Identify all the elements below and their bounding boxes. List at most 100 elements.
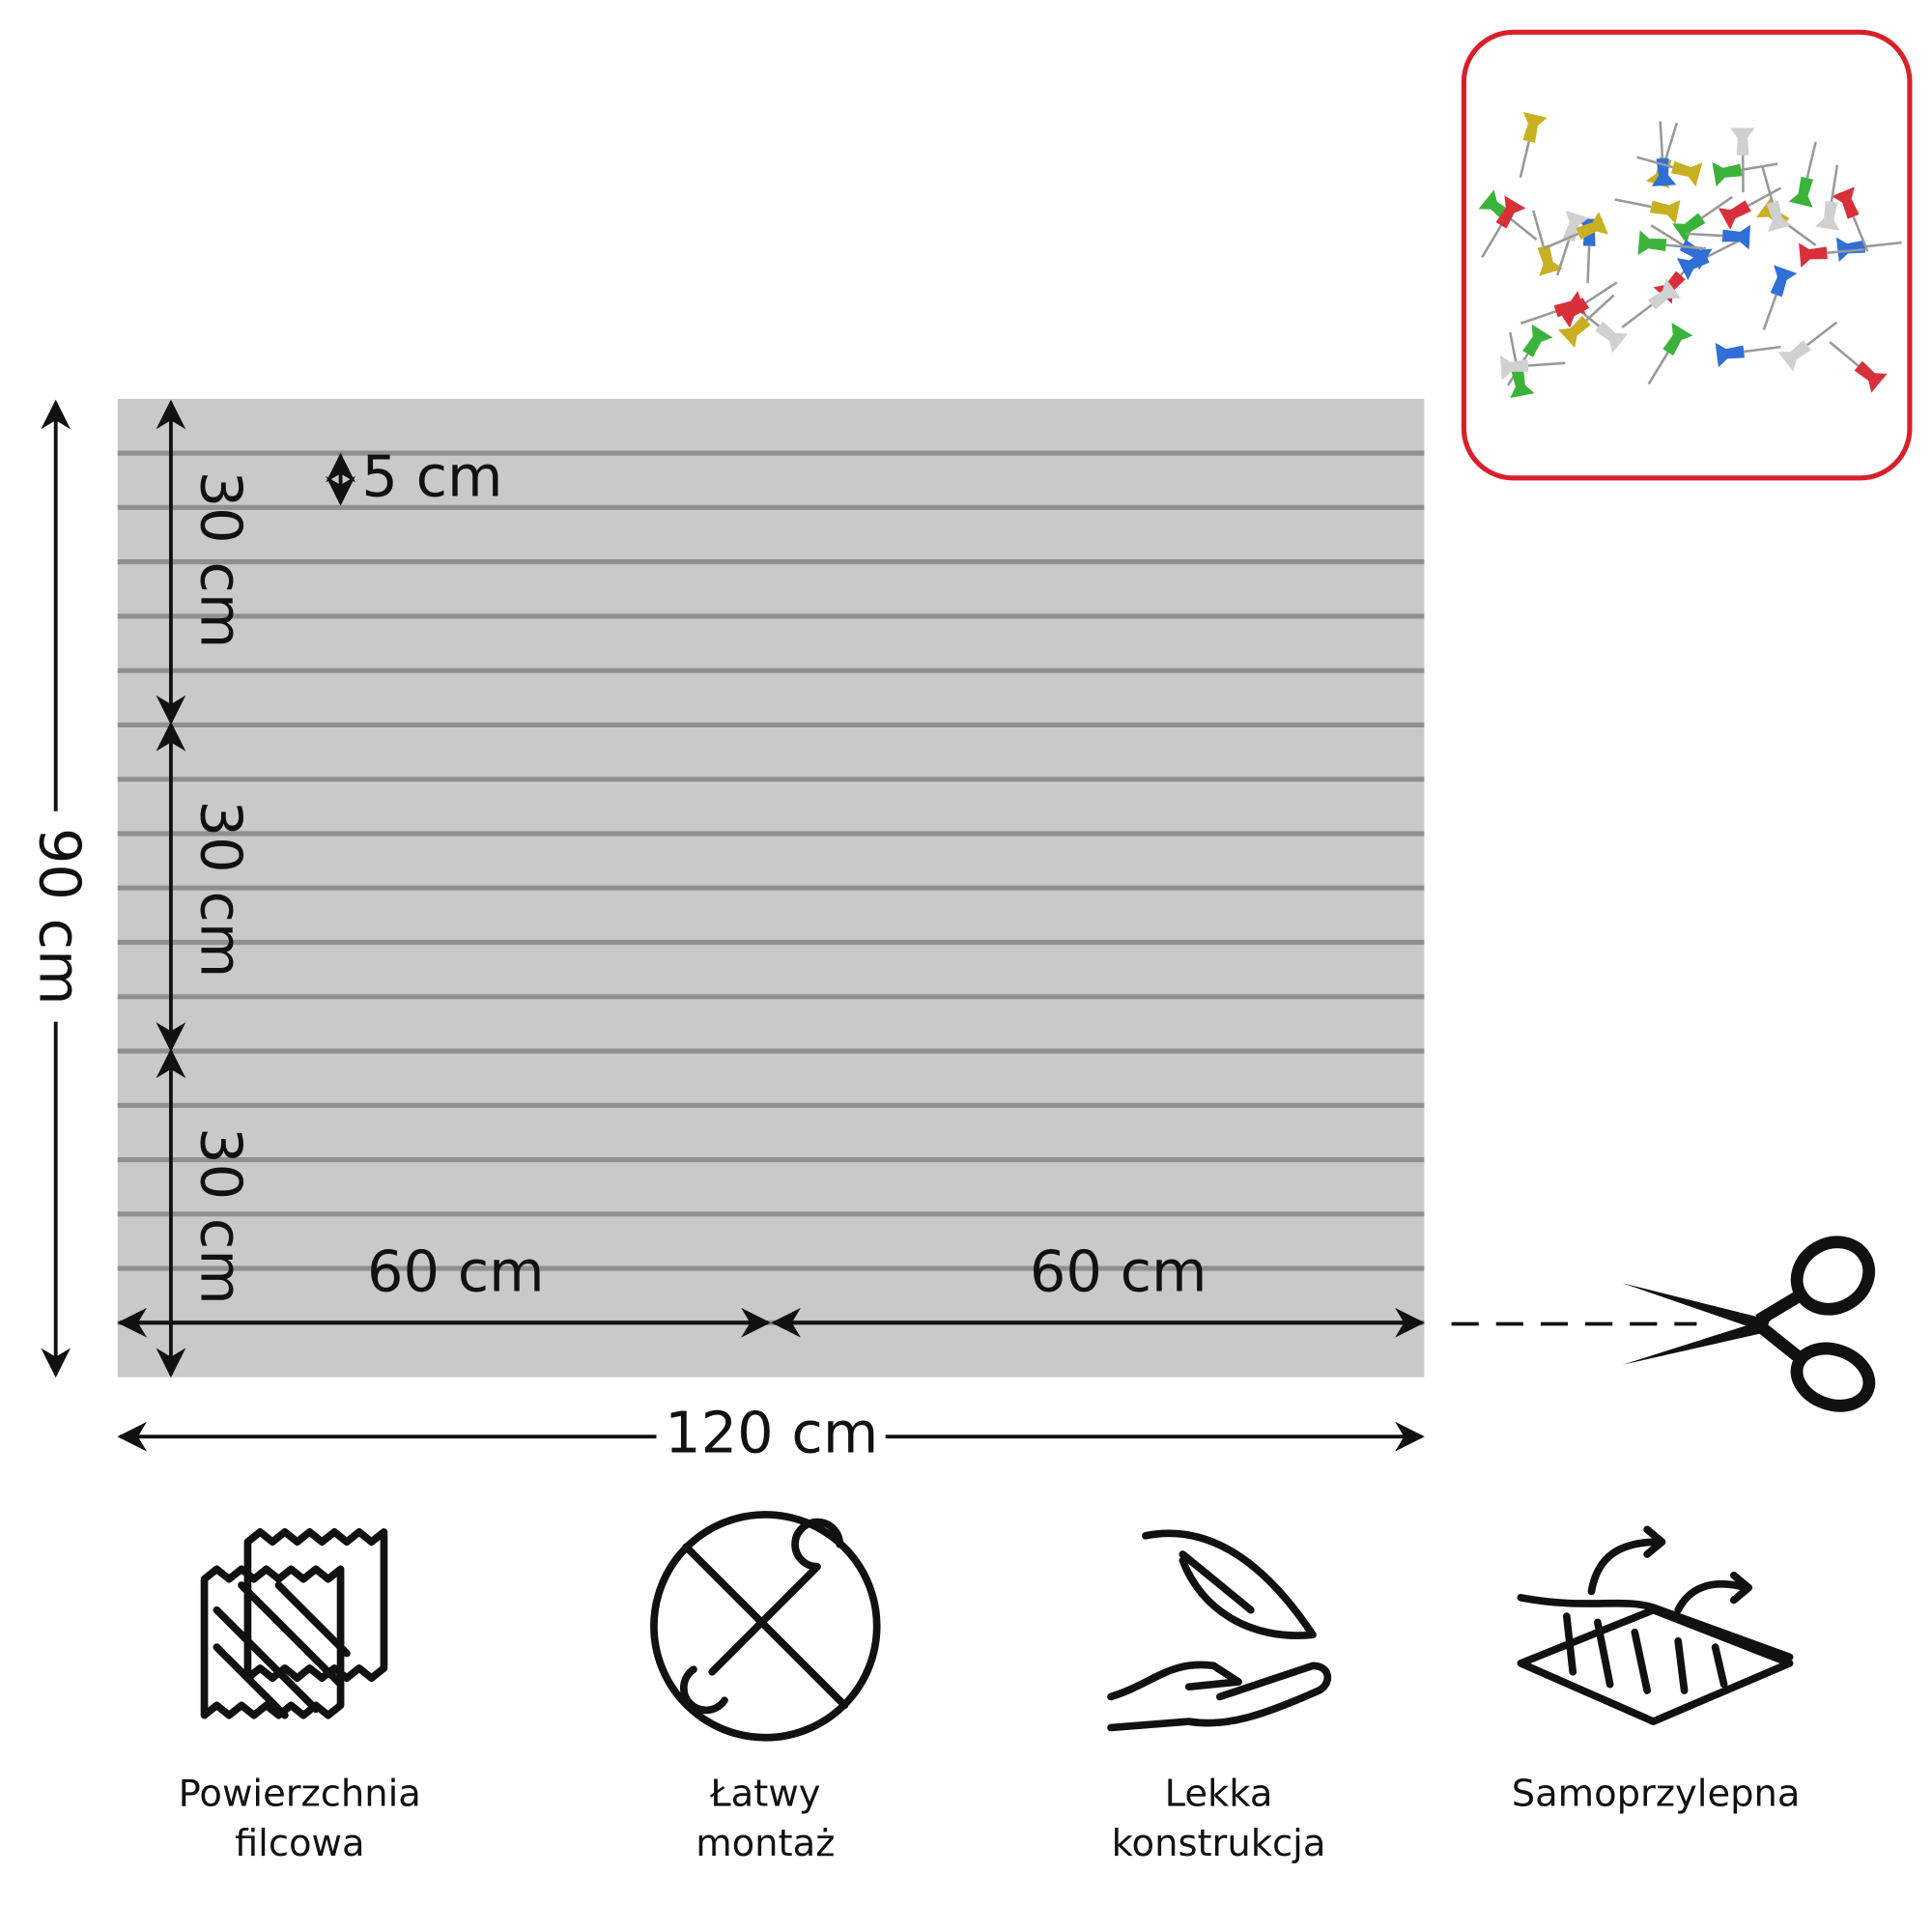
pin-head: [1770, 265, 1798, 298]
pin-needle: [1706, 239, 1741, 259]
pin-needle: [1621, 303, 1653, 328]
pin-head: [1557, 315, 1591, 349]
pin: [1636, 156, 1703, 187]
pin: [1762, 265, 1798, 330]
pin-head: [1718, 200, 1751, 230]
pin-head: [1651, 157, 1677, 186]
pin-needle: [1585, 294, 1615, 322]
pin-head: [1650, 199, 1681, 225]
pin-head: [1815, 200, 1840, 231]
pin-needle: [1805, 141, 1817, 179]
pin-needle: [1784, 222, 1817, 246]
pin-needle: [1506, 215, 1538, 242]
pin-needle: [1830, 164, 1839, 203]
pin-head: [1537, 244, 1563, 276]
height-label: 90 cm: [27, 828, 94, 1006]
pin-needle: [1852, 215, 1869, 252]
half-label: 60 cm: [367, 1238, 545, 1305]
pin-needle: [1685, 232, 1723, 238]
pin-needle: [1527, 361, 1566, 367]
pin-needle: [1761, 166, 1775, 203]
pin-head: [1670, 160, 1703, 187]
pin: [1647, 322, 1693, 385]
pin-needle: [1650, 224, 1684, 246]
pin-head: [1510, 367, 1535, 398]
pin-head: [1672, 213, 1706, 244]
pin: [1614, 198, 1681, 225]
pin-head: [1832, 186, 1860, 219]
pin-head: [1662, 322, 1693, 356]
pin: [1481, 195, 1526, 258]
pin: [1685, 224, 1751, 250]
pin-needle: [1659, 121, 1664, 159]
pin: [1557, 294, 1615, 349]
feature-caption: Powierzchnia: [179, 1772, 421, 1815]
pin-head: [1799, 242, 1828, 268]
pin-head: [1562, 210, 1589, 242]
section-label: 30 cm: [187, 801, 254, 979]
label-bg: [24, 810, 87, 1022]
pins-frame: [1461, 29, 1913, 481]
pin-needle: [1864, 241, 1902, 248]
pin-head: [1647, 278, 1682, 310]
pin: [1531, 210, 1563, 276]
pin: [1637, 230, 1704, 255]
pin: [1832, 186, 1869, 252]
pin-head: [1522, 112, 1548, 143]
pin-head: [1637, 230, 1667, 255]
feature-caption: Samoprzylepna: [1512, 1772, 1801, 1815]
no-tools-icon: [650, 1511, 881, 1742]
pin-needle: [1584, 281, 1618, 304]
feature-caption: Lekka: [1165, 1772, 1273, 1815]
pin-head: [1788, 176, 1813, 208]
feature-caption: konstrukcja: [1112, 1822, 1326, 1865]
scissors: [1622, 1236, 1876, 1412]
pin: [1815, 164, 1840, 231]
pin-needle: [1762, 294, 1777, 330]
pin-needle: [1531, 210, 1545, 247]
pin-head: [1576, 212, 1609, 240]
pin-needle: [1741, 162, 1778, 172]
self-adhesive-icon: [1517, 1525, 1794, 1725]
pin-needle: [1700, 195, 1734, 219]
feature-caption: montaż: [696, 1822, 835, 1865]
half-label: 60 cm: [1030, 1238, 1208, 1305]
section-label: 30 cm: [187, 471, 254, 649]
pin: [1544, 212, 1609, 250]
pin-head: [1766, 200, 1792, 233]
pin: [1621, 278, 1682, 328]
pin: [1829, 341, 1888, 393]
pin-head: [1854, 360, 1888, 393]
section-label: 30 cm: [187, 1127, 254, 1305]
pin-head: [1777, 340, 1811, 372]
pin-head: [1595, 321, 1629, 354]
pin-needle: [1520, 310, 1557, 325]
pin: [1777, 321, 1838, 372]
width-label: 120 cm: [665, 1399, 878, 1465]
pin: [1651, 121, 1677, 186]
feature-caption: filcowa: [235, 1822, 365, 1865]
pin-needle: [1586, 245, 1591, 284]
pin-needle: [1647, 352, 1669, 385]
pin: [1519, 112, 1548, 179]
feature-caption: Łatwy: [709, 1772, 820, 1815]
pin-head: [1721, 224, 1751, 250]
pin-head: [1522, 324, 1553, 357]
felt-icon: [200, 1528, 388, 1719]
pin-head: [1495, 195, 1526, 229]
pin: [1718, 186, 1782, 230]
pin-needle: [1636, 156, 1674, 169]
pin-head: [1553, 291, 1586, 318]
pin-needle: [1555, 240, 1571, 276]
pin-needle: [1827, 248, 1864, 254]
pin: [1761, 166, 1792, 233]
pin-needle: [1481, 224, 1503, 258]
pin-needle: [1829, 341, 1860, 367]
lightweight-icon: [1107, 1529, 1332, 1732]
pin-needle: [1544, 232, 1579, 250]
pin: [1712, 161, 1778, 187]
pin: [1788, 141, 1817, 208]
pin-head: [1712, 161, 1743, 187]
pin-needle: [1744, 345, 1781, 354]
